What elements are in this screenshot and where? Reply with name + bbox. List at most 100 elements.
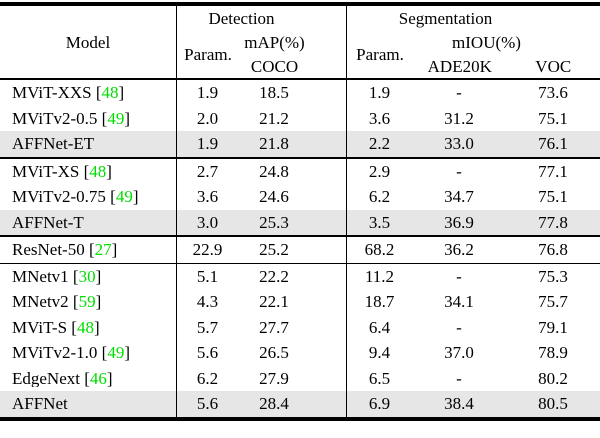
results-table: Model Detection Param. mAP(%) COCO Segme… — [0, 2, 600, 421]
table-row: AFFNet 5.6 28.4 6.9 38.4 80.5 — [0, 391, 600, 417]
segmentation-miou-ade20k-cell: - — [456, 84, 462, 102]
detection-param-cell: 1.9 — [176, 131, 238, 157]
citation-number[interactable]: 30 — [78, 267, 96, 285]
citation-link[interactable]: [49] — [97, 344, 130, 362]
detection-map-coco-cell: 22.1 — [259, 293, 289, 311]
table-row: ResNet-50 [27] 22.9 25.2 68.2 36.2 76.8 — [0, 237, 600, 263]
table-row: AFFNet-ET 1.9 21.8 2.2 33.0 76.1 — [0, 131, 600, 157]
citation-number[interactable]: 48 — [76, 318, 94, 336]
model-name-cell: MViT-S [48] — [0, 319, 176, 336]
table-row: MViT-S [48] 5.7 27.7 6.4-79.1 — [0, 314, 600, 340]
detection-map-coco-cell: 25.3 — [259, 213, 289, 231]
table-row: MViTv2-0.5 [49] 2.0 21.2 3.6 31.2 75.1 — [0, 105, 600, 131]
segmentation-miou-ade20k-cell: 34.7 — [444, 188, 474, 206]
table-header: Model Detection Param. mAP(%) COCO Segme… — [0, 6, 600, 78]
detection-map-coco-cell: 27.9 — [259, 369, 289, 387]
detection-map-coco-cell: 27.7 — [259, 318, 289, 336]
citation-number[interactable]: 27 — [94, 241, 112, 259]
segmentation-miou-ade20k-cell: 36.2 — [444, 241, 474, 259]
segmentation-param-cell: 6.5 — [346, 365, 412, 391]
model-name-cell: EdgeNext [46] — [0, 370, 176, 387]
table-row: MViT-XS [48] 2.7 24.8 2.9-77.1 — [0, 158, 600, 184]
model-name: EdgeNext — [12, 369, 80, 387]
segmentation-miou-ade20k-cell: - — [456, 267, 462, 285]
citation-link[interactable]: [46] — [79, 369, 113, 387]
model-name-cell: MNetv1 [30] — [0, 268, 176, 285]
model-name-cell: AFFNet-T — [0, 214, 176, 231]
table-row: MNetv1 [30] 5.1 22.2 11.2-75.3 — [0, 263, 600, 289]
detection-param-cell: 5.6 — [176, 391, 238, 417]
detection-param-cell: 2.7 — [176, 158, 238, 184]
citation-number[interactable]: 49 — [107, 109, 125, 127]
citation-link[interactable]: [48] — [79, 162, 112, 180]
group-separator-rule — [0, 156, 600, 159]
model-name-cell: MViTv2-0.75 [49] — [0, 188, 176, 205]
group-separator-rule — [0, 235, 600, 237]
table-row: MViTv2-1.0 [49] 5.6 26.5 9.4 37.0 78.9 — [0, 340, 600, 366]
table-row: EdgeNext [46] 6.2 27.9 6.5-80.2 — [0, 365, 600, 391]
segmentation-param-cell: 9.4 — [346, 340, 412, 366]
header-map-label: mAP(%) — [244, 32, 305, 52]
header-detection-param-label: Param. — [184, 44, 232, 64]
segmentation-param-cell: 11.2 — [346, 263, 412, 289]
segmentation-miou-ade20k-cell: - — [456, 318, 462, 336]
segmentation-miou-ade20k-cell: 33.0 — [444, 135, 474, 153]
header-segmentation-subrow: Param. mIOU(%) ADE20K VOC — [347, 30, 600, 78]
segmentation-param-cell: 3.5 — [346, 209, 412, 235]
citation-link[interactable]: [49] — [105, 188, 139, 206]
detection-map-coco-cell: 26.5 — [259, 344, 289, 362]
model-name: MViT-S — [12, 318, 68, 336]
header-detection-metric-stack: mAP(%) COCO — [239, 30, 346, 78]
segmentation-param-cell: 6.2 — [346, 184, 412, 210]
model-name: AFFNet-ET — [12, 135, 95, 153]
header-voc-label: VOC — [535, 56, 572, 76]
segmentation-param-cell: 6.9 — [346, 391, 412, 417]
citation-number[interactable]: 49 — [107, 344, 125, 362]
model-name-cell: MNetv2 [59] — [0, 293, 176, 310]
segmentation-param-cell: 1.9 — [346, 80, 412, 106]
citation-number[interactable]: 59 — [78, 293, 96, 311]
citation-link[interactable]: [30] — [68, 267, 102, 285]
segmentation-miou-voc-cell: 78.9 — [538, 344, 568, 362]
citation-number[interactable]: 46 — [89, 369, 107, 387]
table-top-rule — [0, 2, 600, 6]
citation-number[interactable]: 49 — [115, 188, 133, 206]
citation-link[interactable]: [59] — [68, 293, 102, 311]
detection-param-cell: 2.0 — [176, 105, 238, 131]
segmentation-miou-voc-cell: 77.1 — [538, 162, 568, 180]
citation-link[interactable]: [48] — [67, 318, 100, 336]
detection-map-coco-cell: 21.2 — [259, 109, 289, 127]
segmentation-miou-voc-cell: 73.6 — [538, 84, 568, 102]
header-detection-subrow: Param. mAP(%) COCO — [177, 30, 346, 78]
model-name: MViTv2-0.75 — [12, 188, 106, 206]
citation-number[interactable]: 48 — [101, 84, 119, 102]
segmentation-miou-ade20k-cell: 31.2 — [444, 109, 474, 127]
model-name-cell: MViTv2-1.0 [49] — [0, 344, 176, 361]
model-name-cell: MViT-XXS [48] — [0, 84, 176, 101]
table-bottom-rule — [0, 416, 600, 421]
segmentation-miou-voc-cell: 76.1 — [538, 135, 568, 153]
citation-link[interactable]: [48] — [91, 84, 125, 102]
segmentation-miou-voc-cell: 77.8 — [538, 213, 568, 231]
detection-param-cell: 22.9 — [176, 237, 238, 263]
segmentation-miou-ade20k-cell: - — [456, 369, 462, 387]
segmentation-param-cell: 2.2 — [346, 131, 412, 157]
segmentation-miou-voc-cell: 75.7 — [538, 293, 568, 311]
segmentation-param-cell: 3.6 — [346, 105, 412, 131]
segmentation-miou-ade20k-cell: 37.0 — [444, 344, 474, 362]
segmentation-miou-voc-cell: 80.2 — [538, 369, 568, 387]
model-name: MViT-XS — [12, 162, 80, 180]
detection-map-coco-cell: 21.8 — [259, 135, 289, 153]
detection-map-coco-cell: 24.8 — [259, 162, 289, 180]
segmentation-miou-voc-cell: 75.1 — [538, 109, 568, 127]
detection-map-coco-cell: 22.2 — [259, 267, 289, 285]
model-name: AFFNet-T — [12, 213, 84, 231]
segmentation-param-cell: 18.7 — [346, 289, 412, 315]
segmentation-miou-ade20k-cell: 38.4 — [444, 395, 474, 413]
header-segmentation-group: Segmentation Param. mIOU(%) ADE20K VOC — [346, 6, 600, 78]
citation-link[interactable]: [49] — [97, 109, 130, 127]
citation-number[interactable]: 48 — [89, 162, 107, 180]
segmentation-miou-voc-cell: 75.1 — [538, 188, 568, 206]
citation-link[interactable]: [27] — [84, 241, 118, 259]
